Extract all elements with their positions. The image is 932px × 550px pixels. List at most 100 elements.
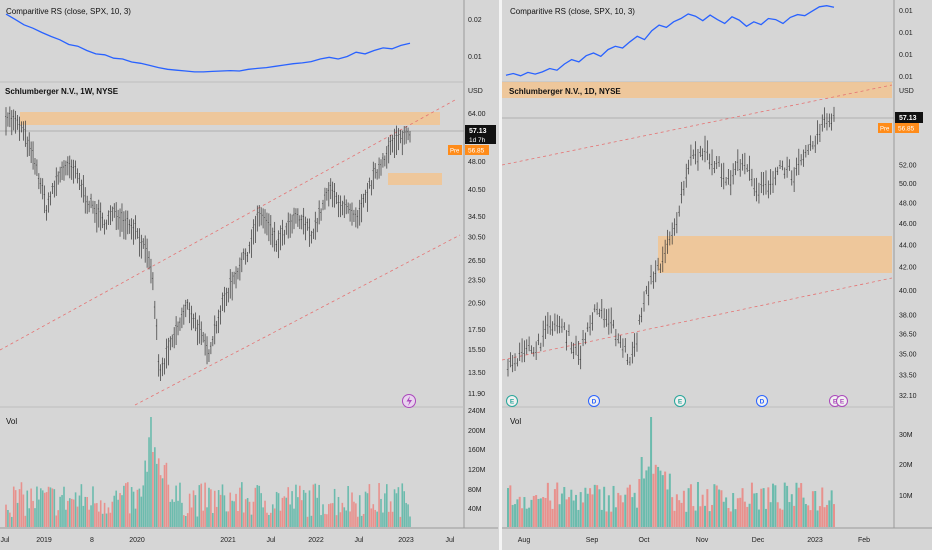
left-volume-bar — [279, 510, 282, 527]
right-volume-bar — [619, 495, 622, 527]
chart-divider[interactable] — [499, 0, 502, 550]
right-volume-bar — [821, 487, 824, 527]
left-volume-bar — [132, 491, 135, 527]
right-volume-bar — [635, 507, 638, 527]
left-volume-bar — [237, 511, 239, 527]
left-volume-bar — [401, 483, 404, 527]
left-volume-bar — [333, 488, 336, 527]
left-pre-price-badge — [465, 145, 489, 155]
right-volume-bar — [680, 502, 683, 527]
right-volume-bar — [525, 508, 528, 527]
left-volume-bar — [68, 498, 71, 527]
right-symbol-title[interactable]: Schlumberger N.V., 1D, NYSE — [509, 87, 621, 96]
event-marker-E — [836, 395, 848, 407]
right-volume-bar — [666, 489, 669, 527]
left-price-tick: 34.50 — [468, 214, 486, 221]
left-rs-indicator-title[interactable]: Comparitive RS (close, SPX, 10, 3) — [6, 7, 131, 16]
right-volume-bar — [626, 487, 629, 527]
right-volume-bar — [830, 490, 833, 527]
left-symbol-title[interactable]: Schlumberger N.V., 1W, NYSE — [5, 87, 119, 96]
left-volume-bar — [357, 516, 359, 527]
left-volume-bar — [306, 516, 309, 527]
left-volume-bar — [270, 512, 272, 527]
left-volume-bar — [358, 495, 361, 527]
left-volume-bar — [198, 485, 201, 527]
left-volume-bar — [101, 513, 104, 527]
left-volume-bar — [20, 482, 23, 527]
right-volume-bar — [739, 497, 742, 527]
right-volume-bar — [537, 498, 540, 527]
right-volume-bar — [558, 504, 561, 527]
right-volume-bar — [603, 486, 606, 527]
left-volume-bar — [90, 505, 92, 527]
left-volume-bar — [142, 485, 145, 527]
left-weekly-chart[interactable]: 0.02 0.01 USD 64.00 48.00 40.50 34.50 30.50 26.5… — [0, 0, 498, 550]
left-price-tick: 17.50 — [468, 327, 486, 334]
left-volume-bar — [353, 501, 355, 527]
right-volume-bar — [598, 489, 601, 527]
right-volume-bar — [516, 499, 519, 527]
left-volume-bar — [78, 495, 81, 527]
right-volume-tick: 30M — [899, 432, 913, 439]
right-volume-title[interactable]: Vol — [510, 417, 522, 426]
left-volume-bar — [302, 490, 305, 527]
left-volume-bar — [57, 510, 59, 527]
left-volume-bar — [287, 487, 290, 527]
left-volume-bar — [184, 516, 187, 527]
right-pre-badge — [878, 123, 892, 133]
left-volume-bar — [242, 512, 245, 527]
event-marker-label: E — [840, 399, 845, 406]
left-volume-bar — [254, 487, 257, 527]
left-volume-bar — [244, 499, 247, 527]
right-volume-bar — [828, 500, 831, 527]
left-time-label: Jul — [446, 537, 455, 544]
left-price-tick: 23.50 — [468, 278, 486, 285]
right-volume-bar — [767, 487, 770, 527]
left-time-label: Jul — [355, 537, 364, 544]
left-rs-line — [5, 13, 411, 73]
right-volume-bar — [823, 507, 826, 527]
left-countdown-label: 1d 7h — [469, 137, 486, 144]
right-volume-bar — [720, 490, 723, 527]
right-volume-bar — [811, 491, 814, 527]
right-volume-bar — [617, 492, 620, 527]
left-volume-bar — [219, 494, 222, 527]
right-volume-bar — [507, 488, 509, 527]
right-volume-bar — [774, 485, 777, 527]
right-last-price-label: 57.13 — [899, 115, 917, 122]
left-volume-bar — [204, 482, 206, 527]
left-volume-bar — [366, 493, 369, 527]
left-volume-bar — [111, 501, 114, 527]
right-volume-bar — [734, 509, 737, 527]
right-rs-indicator-title[interactable]: Comparitive RS (close, SPX, 10, 3) — [510, 7, 635, 16]
left-volume-bar — [393, 489, 396, 527]
right-volume-bar — [654, 464, 657, 527]
left-volume-bar — [126, 482, 129, 527]
right-volume-bar — [797, 487, 800, 527]
left-volume-bar — [148, 437, 150, 527]
right-volume-bar — [575, 494, 578, 527]
left-volume-bar — [223, 495, 226, 527]
right-volume-bar — [640, 457, 643, 527]
left-volume-bar — [310, 515, 313, 527]
left-volume-bar — [407, 504, 409, 527]
left-price-tick: 48.00 — [468, 159, 486, 166]
right-volume-bar — [523, 497, 526, 527]
left-volume-bar — [293, 508, 295, 527]
right-volume-bar — [769, 502, 772, 527]
right-time-axis: Aug Sep Oct Nov Dec 2023 Feb — [518, 537, 870, 544]
left-volume-bar — [239, 487, 241, 527]
left-volume-bar — [335, 515, 338, 527]
left-volume-title[interactable]: Vol — [6, 417, 18, 426]
left-volume-bar — [28, 508, 30, 527]
left-volume-bar — [395, 493, 398, 527]
left-volume-bar — [113, 495, 116, 527]
left-volume-bar — [188, 493, 191, 527]
left-volume-bar — [41, 490, 44, 527]
right-time-label: Sep — [586, 537, 599, 544]
left-volume-bar — [80, 484, 83, 527]
left-volume-bar — [312, 484, 315, 527]
right-volume-bar — [542, 497, 545, 527]
